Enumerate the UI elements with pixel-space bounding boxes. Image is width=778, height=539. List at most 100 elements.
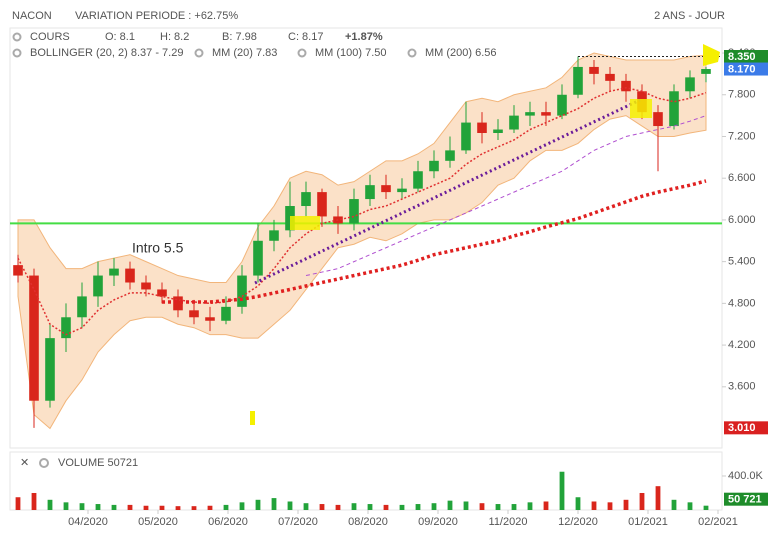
- close-icon[interactable]: ✕: [20, 457, 29, 469]
- candle-body: [509, 115, 519, 130]
- candle-body: [77, 296, 87, 318]
- symbol: NACON: [12, 10, 52, 22]
- plot-layer: 3.600 4.200 4.800 5.400 6.000 6.600 7.200 7.800…: [10, 44, 768, 528]
- x-tick-label: 11/2020: [489, 516, 528, 528]
- y-tick-label: 7.800: [728, 89, 756, 101]
- volume-tag-label: 50 721: [728, 494, 762, 506]
- candle-body: [525, 112, 535, 116]
- volume-bar: [255, 499, 261, 510]
- volume-bar: [559, 471, 565, 510]
- y-tick-label: 6.000: [728, 214, 756, 226]
- moving-average: [162, 179, 707, 304]
- highlight: [250, 411, 255, 425]
- volume-bar: [175, 506, 181, 510]
- candle-body: [557, 94, 567, 116]
- candle-body: [365, 185, 375, 200]
- candle-body: [317, 192, 327, 217]
- candle-body: [493, 129, 503, 133]
- x-tick-label: 08/2020: [348, 516, 388, 528]
- quote-close: C: 8.17: [288, 31, 323, 43]
- volume-bar: [207, 505, 213, 510]
- volume-bar: [655, 486, 661, 510]
- gear-icon[interactable]: [12, 48, 22, 58]
- volume-title: VOLUME 50721: [58, 457, 138, 469]
- moving-average: [305, 115, 707, 277]
- candle-body: [397, 188, 407, 193]
- volume-bar: [607, 502, 613, 510]
- trend-line: [254, 98, 641, 285]
- candle-body: [237, 275, 247, 307]
- volume-bar: [527, 502, 533, 510]
- volume-bar: [495, 504, 501, 510]
- volume-bar: [591, 501, 597, 510]
- gear-icon[interactable]: [407, 48, 417, 58]
- candle-body: [173, 296, 183, 311]
- volume-bar: [111, 504, 117, 510]
- candle-body: [685, 77, 695, 92]
- candle-body: [13, 265, 23, 276]
- period: 2 ANS - JOUR: [654, 10, 725, 22]
- volume-bar: [351, 503, 357, 510]
- quote-label: COURS: [30, 31, 70, 43]
- candle-body: [349, 199, 359, 224]
- candle-body: [125, 268, 135, 283]
- gear-icon[interactable]: [12, 32, 22, 42]
- x-tick-label: 06/2020: [208, 516, 248, 528]
- quote-open: O: 8.1: [105, 31, 135, 43]
- volume-bar: [191, 506, 197, 510]
- y-tick-label: 5.400: [728, 256, 756, 268]
- moving-average: [17, 87, 707, 336]
- candle-body: [381, 185, 391, 193]
- gear-icon[interactable]: [297, 48, 307, 58]
- y-tick-label: 3.600: [728, 381, 756, 393]
- x-tick-label: 07/2020: [278, 516, 318, 528]
- candle-body: [477, 122, 487, 133]
- volume-bar: [319, 504, 325, 510]
- x-tick-label: 01/2021: [628, 516, 668, 528]
- price-panel: [9, 27, 723, 449]
- candle-body: [189, 310, 199, 318]
- price-tag: [724, 62, 768, 76]
- volume-bar: [239, 502, 245, 510]
- candle-body: [157, 289, 167, 297]
- gear-icon[interactable]: [194, 48, 204, 58]
- volume-bar: [271, 498, 277, 510]
- candle-body: [61, 317, 71, 339]
- volume-bar: [463, 501, 469, 510]
- volume-bar: [79, 503, 85, 510]
- volume-bar: [687, 502, 693, 510]
- candle-body: [29, 275, 39, 401]
- indicator: BOLLINGER (20, 2) 8.37 - 7.29: [30, 47, 183, 59]
- volume-bar: [511, 504, 517, 510]
- y-tick-label: 7.200: [728, 130, 756, 142]
- gear-icon[interactable]: [39, 458, 49, 468]
- indicator: MM (20) 7.83: [212, 47, 277, 59]
- volume-bar: [703, 505, 709, 510]
- y-tick-label: 4.800: [728, 297, 756, 309]
- candle-body: [205, 317, 215, 321]
- volume-bar: [543, 501, 549, 510]
- candle-body: [109, 268, 119, 276]
- price-tag-label: 8.350: [728, 51, 756, 63]
- x-tick-label: 05/2020: [138, 516, 178, 528]
- price-tag-label: 3.010: [728, 422, 756, 434]
- price-tag-label: 8.170: [728, 63, 756, 75]
- volume-bar: [63, 502, 69, 510]
- volume-bar: [335, 504, 341, 510]
- volume-bar: [383, 504, 389, 510]
- volume-bar: [95, 504, 101, 510]
- quote-high: H: 8.2: [160, 31, 189, 43]
- x-tick-label: 02/2021: [698, 516, 738, 528]
- candle-body: [669, 91, 679, 127]
- candle-body: [445, 150, 455, 161]
- volume-bar: [47, 499, 53, 510]
- y-tick-label: 4.200: [728, 339, 756, 351]
- volume-bar: [287, 501, 293, 510]
- price-tag: [724, 421, 768, 435]
- volume-bar: [623, 499, 629, 510]
- volume-bar: [415, 504, 421, 510]
- candle-body: [573, 66, 583, 95]
- volume-bar: [367, 504, 373, 510]
- highlight: [703, 44, 720, 66]
